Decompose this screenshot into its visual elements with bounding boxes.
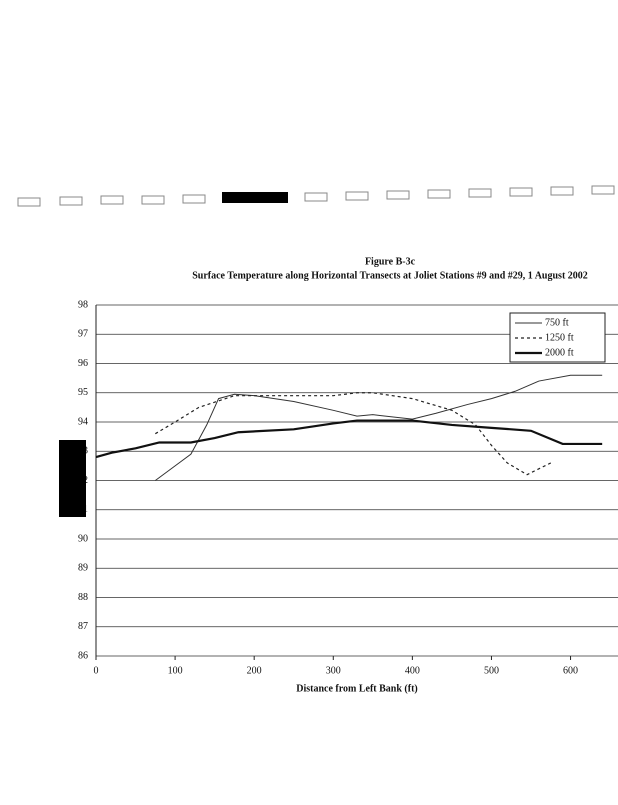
chart-title: Figure B-3c: [365, 256, 416, 267]
y-tick-label: 86: [78, 650, 88, 661]
y-tick-label: 87: [78, 621, 88, 632]
x-tick-label: 600: [563, 665, 578, 676]
scan-marks: [17, 185, 615, 207]
y-tick-label: 97: [78, 329, 88, 340]
x-tick-label: 300: [326, 665, 341, 676]
y-tick-label: 98: [78, 299, 88, 310]
x-tick-label: 500: [484, 665, 499, 676]
plot: 8687888990919293949596979801002003004005…: [78, 299, 618, 676]
x-tick-label: 400: [405, 665, 420, 676]
x-axis-label: Distance from Left Bank (ft): [296, 683, 417, 694]
series-line: [155, 392, 552, 476]
series-line: [155, 374, 603, 481]
redaction: [222, 192, 288, 203]
redaction: [59, 440, 86, 517]
y-tick-label: 88: [78, 592, 88, 603]
legend-label: 1250 ft: [545, 332, 574, 343]
legend-label: 750 ft: [545, 317, 569, 328]
y-tick-label: 95: [78, 387, 88, 398]
x-tick-label: 0: [94, 665, 99, 676]
y-tick-label: 90: [78, 533, 88, 544]
y-tick-label: 96: [78, 358, 88, 369]
legend-label: 2000 ft: [545, 347, 574, 358]
x-tick-label: 200: [247, 665, 262, 676]
chart-subtitle: Surface Temperature along Horizontal Tra…: [192, 270, 588, 281]
series-line: [95, 419, 603, 459]
y-tick-label: 94: [78, 416, 88, 427]
x-tick-label: 100: [168, 665, 183, 676]
y-tick-label: 89: [78, 563, 88, 574]
